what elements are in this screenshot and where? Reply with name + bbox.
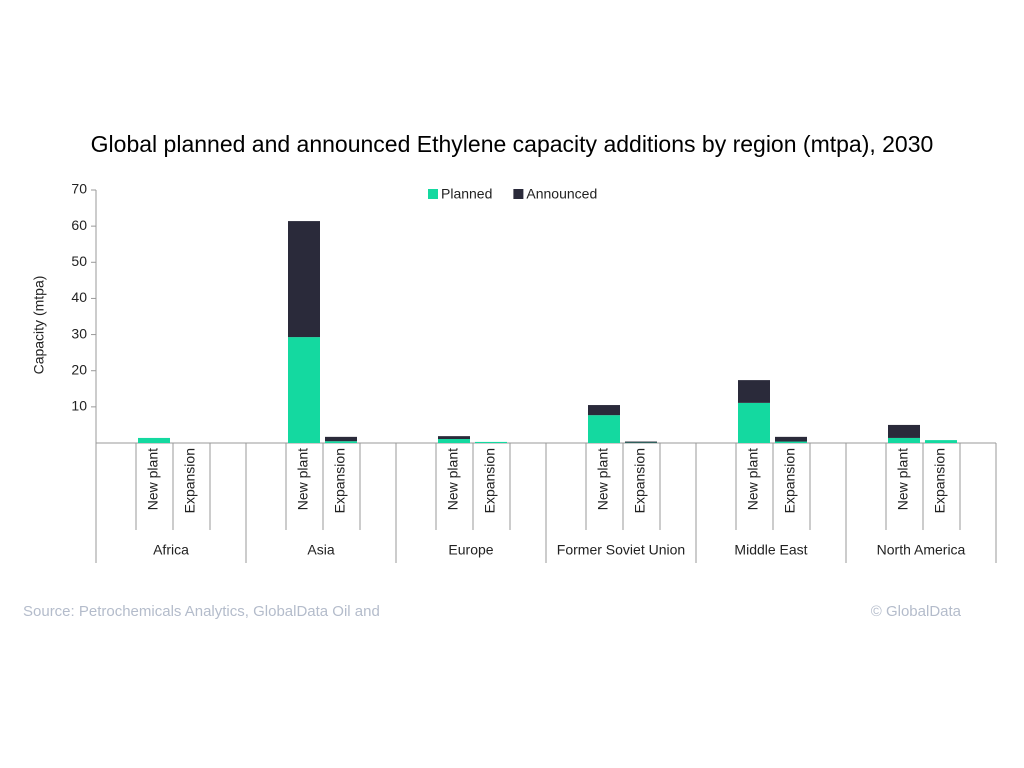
x-tick-label: New plant bbox=[595, 448, 611, 510]
x-tick-label: New plant bbox=[145, 448, 161, 510]
bar-segment bbox=[738, 402, 770, 443]
y-tick-label: 70 bbox=[71, 181, 87, 197]
bar-segment bbox=[288, 221, 320, 338]
bar-segment bbox=[738, 380, 770, 403]
bar-segment bbox=[625, 441, 657, 443]
bar-segment bbox=[775, 436, 807, 442]
x-tick-label: Expansion bbox=[632, 448, 648, 513]
y-tick-label: 10 bbox=[71, 398, 87, 414]
group-label: North America bbox=[877, 542, 966, 558]
bar-segment bbox=[288, 337, 320, 443]
group-label: Asia bbox=[307, 542, 334, 558]
chart-title: Global planned and announced Ethylene ca… bbox=[91, 131, 934, 157]
x-tick-label: Expansion bbox=[482, 448, 498, 513]
bar-segment bbox=[438, 439, 470, 443]
y-tick-label: 20 bbox=[71, 361, 87, 377]
bar-segment bbox=[888, 424, 920, 438]
y-tick-label: 30 bbox=[71, 325, 87, 341]
legend-swatch bbox=[513, 189, 524, 199]
x-tick-label: New plant bbox=[895, 448, 911, 510]
bar-segment bbox=[588, 415, 620, 443]
x-tick-label: New plant bbox=[295, 448, 311, 510]
y-axis-label: Capacity (mtpa) bbox=[31, 276, 47, 375]
x-tick-label: Expansion bbox=[932, 448, 948, 513]
y-tick-label: 50 bbox=[71, 253, 87, 269]
bar-segment bbox=[925, 440, 957, 443]
y-tick-label: 60 bbox=[71, 217, 87, 233]
bar-segment bbox=[775, 441, 807, 443]
group-label: Europe bbox=[448, 542, 493, 558]
x-tick-label: Expansion bbox=[332, 448, 348, 513]
group-label: Former Soviet Union bbox=[557, 542, 685, 558]
legend-label: Planned bbox=[441, 186, 492, 202]
y-tick-label: 40 bbox=[71, 289, 87, 305]
bar-segment bbox=[588, 405, 620, 416]
x-tick-label: New plant bbox=[445, 448, 461, 510]
bar-segment bbox=[325, 441, 357, 443]
bar-segment bbox=[138, 437, 170, 443]
bar-segment bbox=[325, 436, 357, 442]
copyright: © GlobalData bbox=[871, 603, 962, 620]
x-tick-label: New plant bbox=[745, 448, 761, 510]
group-label: Middle East bbox=[734, 542, 807, 558]
legend-swatch bbox=[428, 189, 438, 199]
bar-segment bbox=[438, 436, 470, 440]
x-tick-label: Expansion bbox=[782, 448, 798, 513]
source-note: Source: Petrochemicals Analytics, Global… bbox=[23, 603, 380, 620]
bar-segment bbox=[888, 437, 920, 443]
legend-label: Announced bbox=[526, 186, 597, 202]
x-tick-label: Expansion bbox=[182, 448, 198, 513]
bar-segment bbox=[475, 441, 507, 443]
group-label: Africa bbox=[153, 542, 189, 558]
